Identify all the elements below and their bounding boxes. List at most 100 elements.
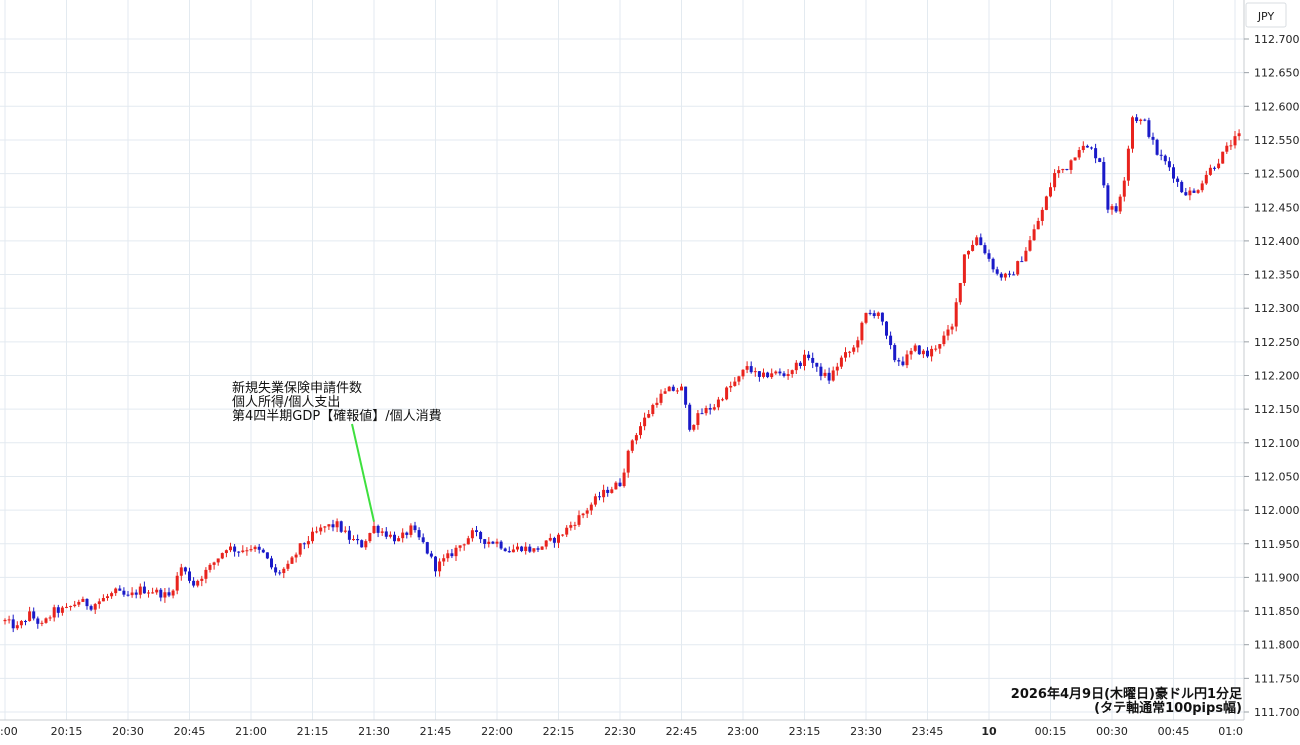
candle-body [1028,240,1032,251]
candle-body [930,348,934,357]
candle-body [946,329,950,336]
candle-body [1077,150,1081,158]
candle-body [495,541,499,544]
candle-body [282,568,286,574]
candle-body [179,567,183,576]
candle-body [733,381,737,386]
candle-body [1040,209,1044,221]
candle-body [147,592,150,594]
candle-body [1057,170,1061,174]
candle-body [979,237,983,246]
candle-body [1122,180,1126,197]
annotation-pointer-line [351,423,375,522]
candle-body [229,546,232,551]
candle-body [749,366,753,373]
candle-body [1114,206,1118,212]
y-tick-label: 112.550 [1254,134,1300,147]
candle-body [975,237,979,245]
candle-body [425,542,429,554]
candle-body [606,489,610,493]
candle-body [356,539,360,541]
candle-body [823,372,827,377]
candle-body [208,564,212,570]
candle-body [643,417,647,427]
candle-body [294,554,298,558]
candle-body [261,549,265,553]
candle-body [339,521,343,532]
candle-body [557,534,560,543]
price-axis: 111.700 111.750 111.800 111.850 111.900 111.9… [1244,33,1300,719]
candle-body [737,376,741,382]
candle-body [548,537,552,541]
candle-body [794,362,798,371]
x-tick-label: 00:30 [1096,725,1128,738]
candle-body [77,601,81,605]
candle-body [237,551,241,553]
candle-body [249,549,253,551]
candle-body [479,532,483,540]
candle-body [507,551,511,553]
candle-body [1163,155,1167,162]
y-tick-label: 111.950 [1254,538,1300,551]
x-tick-label: 22:15 [543,725,575,738]
candle-body [762,372,765,377]
candle-body [475,530,478,533]
candle-body [528,546,532,552]
candle-body [421,537,425,543]
candle-body [770,373,774,378]
candle-body [1172,167,1175,179]
y-tick-label: 112.500 [1254,168,1300,181]
candle-body [704,408,708,414]
currency-box [1245,2,1287,28]
candle-body [667,386,671,392]
y-tick-label: 112.700 [1254,33,1300,46]
candle-body [1020,261,1024,263]
x-tick-label: 20:30 [112,725,144,738]
candle-body [561,534,565,536]
candle-body [671,386,675,391]
candle-body [241,550,245,552]
candle-body [1081,145,1085,151]
candle-body [1229,145,1233,147]
candle-body [85,598,89,607]
candle-body [536,548,540,550]
candle-body [516,546,519,550]
y-tick-label: 112.350 [1254,269,1300,282]
candle-body [40,622,44,624]
candle-body [1016,261,1020,275]
candle-body [565,527,569,535]
candle-body [380,531,384,533]
candle-body [483,539,487,544]
candle-body [585,510,589,514]
candle-body [212,562,216,565]
candle-body [885,321,888,336]
annotation-line-2: 個人所得/個人支出 [232,394,340,410]
candle-body [991,258,995,270]
candle-body [183,567,187,572]
x-tick-label: 21:00 [235,725,267,738]
candle-body [860,322,864,341]
candle-body [466,538,470,545]
candle-body [224,550,228,554]
candle-body [69,606,73,608]
chart-caption-title: 2026年4月9日(木曜日)豪ドル円1分足 [1011,686,1243,702]
candle-body [52,607,56,618]
candle-body [876,312,880,317]
candle-body [60,607,64,613]
candle-body [11,619,15,629]
candle-body [1237,133,1241,137]
candle-body [442,558,446,562]
y-tick-label: 111.800 [1254,639,1300,652]
candle-body [573,524,577,526]
candle-body [921,350,925,355]
candle-body [196,580,200,586]
candles [3,114,1241,633]
candle-body [958,282,962,303]
candle-body [1118,196,1122,212]
candle-body [839,357,843,367]
y-tick-label: 112.100 [1254,437,1300,450]
candle-body [675,390,679,392]
candle-body [347,530,351,540]
candle-body [159,589,163,598]
